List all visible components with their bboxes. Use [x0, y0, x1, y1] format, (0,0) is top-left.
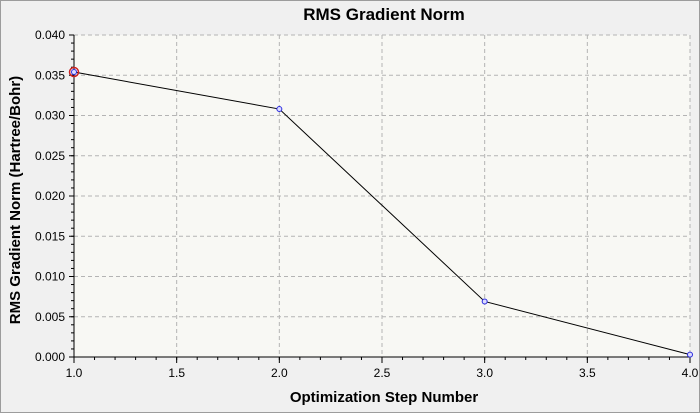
data-point[interactable] [276, 106, 283, 113]
series-group [68, 66, 693, 358]
x-tick-label: 3.5 [579, 366, 596, 380]
series-line [73, 71, 691, 356]
x-tick-labels: 1.0 1.5 2.0 2.5 3.0 3.5 4.0 [66, 366, 699, 380]
y-axis-title: RMS Gradient Norm (Hartree/Bohr) [7, 76, 24, 324]
data-point[interactable] [481, 298, 488, 305]
y-tick-label: 0.015 [35, 229, 65, 243]
x-axis-title: Optimization Step Number [290, 389, 479, 406]
x-tick-label: 1.5 [168, 366, 185, 380]
x-tick-label: 3.0 [476, 366, 493, 380]
y-tick-label: 0.025 [35, 149, 65, 163]
data-point[interactable] [71, 69, 77, 76]
y-tick-label: 0.040 [35, 28, 65, 42]
y-tick-label: 0.035 [35, 68, 65, 82]
y-tick-labels: 0.000 0.005 0.010 0.015 0.020 0.025 0.030 0.035… [35, 28, 65, 364]
x-tick-label: 2.0 [271, 366, 288, 380]
y-tick-label: 0.005 [35, 310, 65, 324]
y-tick-label: 0.010 [35, 270, 65, 284]
x-tick-label: 4.0 [682, 366, 699, 380]
x-tick-label: 2.5 [374, 366, 391, 380]
data-point[interactable] [687, 351, 693, 358]
highlight-ring [68, 66, 80, 78]
chart-title: RMS Gradient Norm [303, 5, 465, 24]
y-tick-label: 0.030 [35, 109, 65, 123]
grid-lines [74, 34, 691, 357]
y-tick-label: 0.000 [35, 350, 65, 364]
y-tick-label: 0.020 [35, 189, 65, 203]
x-tick-label: 1.0 [66, 366, 83, 380]
